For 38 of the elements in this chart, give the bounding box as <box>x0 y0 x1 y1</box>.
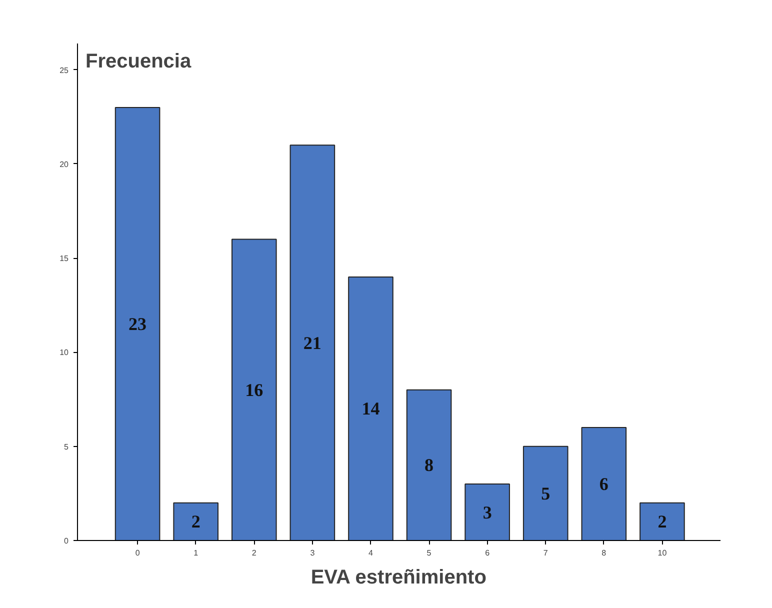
y-tick-label: 20 <box>60 160 70 169</box>
y-tick-label: 0 <box>64 536 70 546</box>
data-label: 3 <box>482 502 492 522</box>
bar <box>114 107 160 540</box>
data-label: 16 <box>245 380 264 400</box>
data-label: 2 <box>191 512 200 532</box>
x-tick-label: 2 <box>252 548 257 558</box>
x-tick-label: 5 <box>426 548 432 558</box>
x-tick-label: 0 <box>135 548 140 558</box>
x-tick-label: 1 <box>194 548 199 558</box>
data-label: 5 <box>541 483 550 504</box>
y-tick-label: 15 <box>60 254 70 264</box>
bar <box>290 144 336 540</box>
data-label: 6 <box>599 474 608 494</box>
bar <box>464 484 510 540</box>
x-tick-label: 3 <box>310 548 316 558</box>
data-label: 14 <box>362 398 380 419</box>
bar <box>640 502 685 540</box>
bar <box>348 276 394 540</box>
bar <box>173 502 218 540</box>
y-tick-label: 25 <box>60 66 70 75</box>
x-tick-label: 8 <box>602 548 607 558</box>
bar <box>581 427 627 540</box>
y-tick-label: 5 <box>64 442 70 452</box>
x-axis-title: EVA estreñimiento <box>310 566 486 588</box>
data-label: 23 <box>128 314 147 334</box>
x-tick-label: 6 <box>485 548 490 558</box>
x-tick-label: 7 <box>543 548 548 558</box>
data-label: 21 <box>303 332 322 353</box>
y-tick-label: 10 <box>60 348 70 358</box>
data-label: 8 <box>424 455 434 476</box>
bar <box>406 389 452 540</box>
bar <box>231 238 277 540</box>
x-tick-label: 10 <box>658 548 668 558</box>
bar <box>522 446 568 540</box>
data-label: 2 <box>658 512 667 532</box>
y-axis-title: Frecuencia <box>86 50 192 72</box>
x-tick-label: 4 <box>368 548 374 558</box>
